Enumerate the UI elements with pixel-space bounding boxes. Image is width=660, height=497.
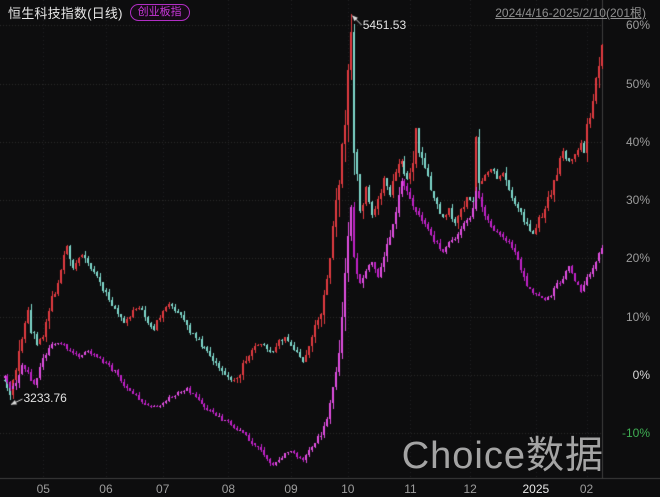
y-axis-tick: -10%: [621, 426, 650, 441]
x-axis-tick: 12: [463, 482, 477, 496]
watermark: Choice数据: [401, 435, 604, 477]
chart-header: 恒生科技指数(日线) 创业板指: [8, 3, 190, 22]
x-axis-tick: 11: [404, 482, 417, 496]
x-axis-tick: 06: [99, 482, 113, 496]
y-axis-tick: 50%: [625, 76, 650, 91]
y-axis-tick: 10%: [625, 309, 650, 324]
date-range-label[interactable]: 2024/4/16-2025/2/10(201根): [495, 6, 646, 20]
x-axis-tick: 09: [284, 482, 298, 496]
y-axis-tick: 30%: [625, 193, 650, 208]
high-annotation: 5451.53: [362, 18, 407, 33]
x-axis-tick: 05: [36, 482, 50, 496]
low-annotation: 3233.76: [23, 391, 67, 406]
chart-title: 恒生科技指数(日线): [8, 6, 123, 21]
y-axis-tick: 40%: [625, 134, 650, 149]
x-axis-tick: 2025: [522, 482, 550, 496]
compare-badge-chinext[interactable]: 创业板指: [129, 4, 190, 21]
y-axis-tick: 20%: [625, 251, 650, 266]
x-axis-tick: 10: [341, 482, 355, 496]
x-axis-tick: 02: [579, 482, 594, 496]
x-axis-tick: 07: [156, 482, 170, 496]
x-axis-tick: 08: [221, 482, 236, 496]
y-axis-tick: 60%: [625, 18, 650, 33]
y-axis-tick: 0%: [632, 368, 650, 382]
